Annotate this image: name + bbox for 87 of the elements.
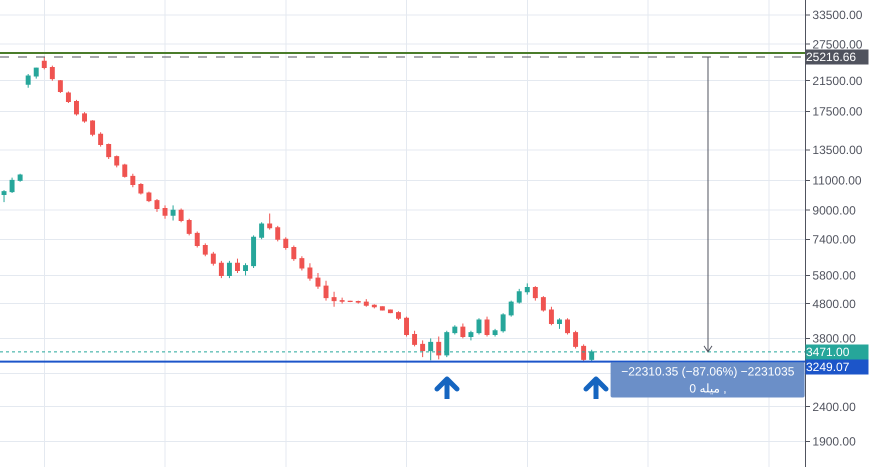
candlestick [565, 318, 570, 336]
candlestick [146, 191, 152, 203]
candlestick [50, 65, 55, 82]
candlestick [436, 336, 442, 360]
candlestick [275, 225, 280, 242]
candlestick [484, 316, 490, 337]
candlestick [114, 155, 120, 168]
candlestick [259, 222, 264, 240]
y-tick-label: 3800.00 [812, 332, 856, 346]
candlestick [138, 182, 144, 196]
candlestick [492, 328, 498, 337]
candlestick [90, 120, 96, 137]
candlestick [468, 330, 474, 341]
y-tick-label: 9000.00 [812, 203, 856, 218]
candlestick [130, 173, 136, 188]
candlestick [380, 306, 385, 312]
y-tick-label: 4800.00 [812, 296, 856, 311]
candlestick [178, 208, 184, 223]
candlestick [532, 286, 538, 302]
candlestick [452, 324, 458, 336]
candlestick [194, 230, 200, 248]
y-tick-label: 17500.00 [812, 104, 863, 119]
candlestick [42, 56, 47, 70]
candlestick [243, 262, 248, 276]
candlestick [210, 251, 216, 266]
candlestick [460, 323, 466, 339]
candlestick [524, 282, 530, 296]
y-tick-label: 21500.00 [812, 74, 863, 88]
candlestick [154, 198, 160, 212]
candlestick [202, 242, 208, 257]
candlestick [34, 66, 39, 80]
candlestick [420, 340, 426, 358]
candlestick [106, 142, 112, 160]
y-tick-label: 2400.00 [812, 400, 856, 414]
y-tick-label: 7400.00 [812, 232, 856, 246]
candlestick [235, 258, 240, 274]
y-tick-label: 33500.00 [812, 8, 863, 22]
candlestick [66, 90, 71, 104]
y-tick-label: 5800.00 [812, 268, 856, 283]
candlestick [2, 190, 6, 203]
candlestick [332, 291, 337, 308]
candlestick [18, 173, 23, 182]
candlestick [508, 300, 514, 318]
candlestick [307, 262, 312, 282]
candlestick [540, 296, 546, 312]
candlestick [557, 318, 562, 330]
candlestick [299, 256, 304, 271]
candlestick [573, 330, 578, 350]
candlestick [58, 80, 63, 94]
candlestick [170, 204, 176, 221]
candlestick [500, 312, 506, 334]
candlestick [581, 344, 586, 362]
candlestick [396, 310, 401, 321]
ref-line-label: 3249.07 [806, 360, 850, 374]
candlestick [74, 99, 79, 116]
candlestick [10, 177, 15, 194]
candlestick [226, 260, 232, 279]
candlestick [122, 163, 128, 178]
annotation: میله 0 , [689, 382, 727, 396]
candlestick [364, 298, 369, 308]
candlestick [186, 218, 192, 236]
candlestick [412, 330, 418, 347]
y-tick-label: 1900.00 [812, 434, 856, 449]
y-tick-label: 13500.00 [812, 143, 863, 158]
candlestick [340, 297, 345, 304]
annotation: −22310.35 (−87.06%) −2231035 [621, 364, 795, 378]
candlestick [548, 306, 554, 326]
candlestick [372, 304, 377, 309]
candlestick [26, 73, 31, 88]
ref-line-label: 25216.66 [806, 50, 856, 64]
candlestick [267, 213, 272, 230]
y-tick-label: 11000.00 [812, 174, 862, 188]
candlestick [316, 272, 320, 290]
candlestick [404, 316, 409, 337]
y-tick-label: 27500.00 [812, 37, 863, 52]
candlestick [218, 260, 224, 279]
candlestick [348, 300, 353, 303]
candlestick [324, 280, 328, 302]
candlestick [388, 308, 393, 314]
candlestick [98, 132, 104, 148]
candlestick [251, 234, 256, 269]
ref-line-label: 3471.00 [806, 345, 850, 359]
candlestick [162, 204, 168, 220]
candlestick [476, 318, 482, 336]
candlestick [291, 244, 296, 262]
candlestick [283, 236, 288, 250]
candlestick [82, 112, 87, 124]
